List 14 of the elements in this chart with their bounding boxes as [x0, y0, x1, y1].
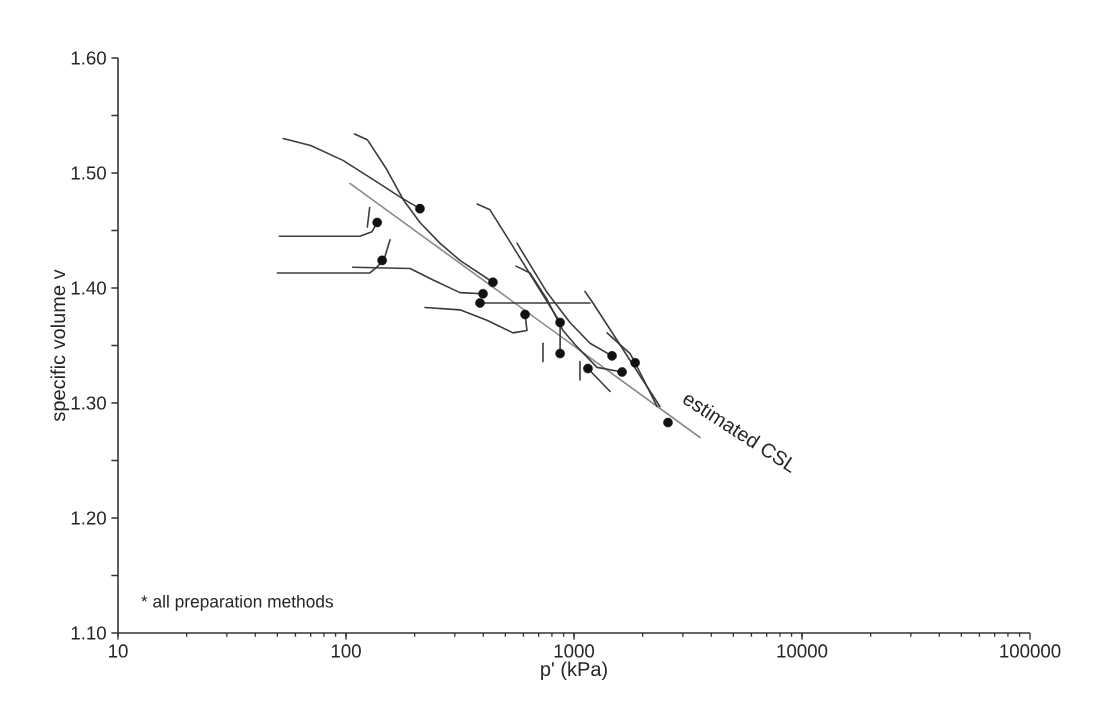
y-tick-label: 1.50	[71, 166, 106, 180]
y-tick-label: 1.60	[71, 51, 106, 65]
x-tick-label: 10000	[777, 644, 828, 658]
x-tick-label: 1000	[554, 644, 595, 658]
y-tick-label: 1.20	[71, 511, 106, 525]
y-tick-label: 1.10	[71, 626, 106, 640]
y-axis-title: specific volume v	[50, 269, 70, 422]
annotation: * all preparation methods	[141, 594, 334, 612]
y-tick-label: 1.40	[71, 281, 106, 295]
y-tick-label: 1.30	[71, 396, 106, 410]
x-axis-title: p' (kPa)	[541, 661, 607, 681]
x-tick-label: 100	[331, 644, 361, 658]
x-tick-label: 10	[109, 644, 128, 658]
x-tick-label: 100000	[1000, 644, 1061, 658]
